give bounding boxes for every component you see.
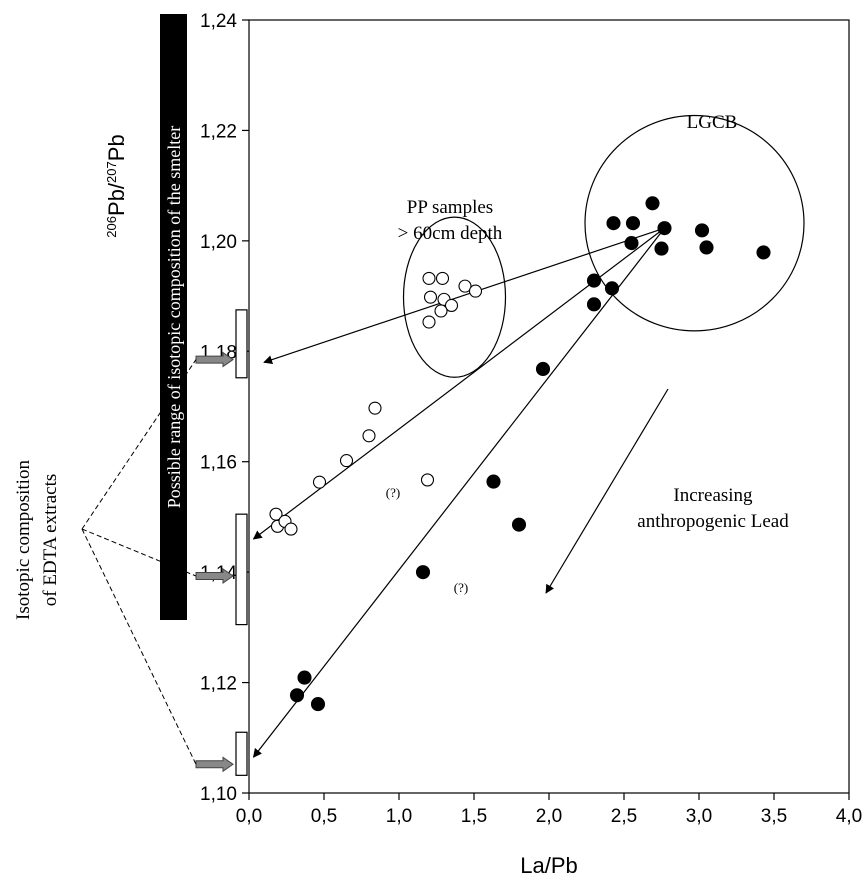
filled-point [486,474,501,489]
smelter-range-band [160,14,187,620]
filled-point [415,565,431,580]
filled-point [645,196,660,211]
edta-label-line1: Isotopic composition [13,460,34,620]
edta-connector [81,528,197,765]
edta-connectors [81,351,234,773]
y-tick-label: 1,20 [200,232,237,253]
x-tick-label: 0,5 [311,806,337,827]
open-point [423,290,438,304]
filled-point [756,245,771,260]
filled-point [535,361,551,377]
edta-arrow [195,568,234,584]
ellipse-lgcb [584,114,805,332]
edta-arrow [195,351,234,368]
open-point [420,473,435,487]
open-point [434,304,448,318]
filled-point [586,297,602,312]
annotation-trend-line2: anthropogenic Lead [637,511,789,532]
mixing-lines [252,227,665,758]
annotation-lgcb: LGCB [687,112,738,133]
filled-point [699,240,714,255]
trend-arrow [545,388,669,594]
range-boxes [235,309,248,776]
x-tick-label: 0,0 [236,806,262,827]
filled-point [624,236,639,251]
filled-point [606,216,621,231]
range-box [235,731,248,776]
y-tick-label: 1,10 [200,784,237,805]
filled-point [289,688,305,703]
filled-point [511,517,527,532]
filled-point [657,221,672,236]
open-point [339,454,354,468]
annotation-trend-line1: Increasing [673,485,753,506]
x-axis-label: La/Pb [520,853,578,878]
filled-point [604,281,620,296]
filled-point [625,216,641,231]
x-tick-label: 2,0 [536,806,562,827]
range-box [235,309,248,379]
y-axis-label-slash: / [104,182,129,189]
open-point [468,284,483,298]
y-tick-label: 1,24 [200,11,237,32]
edta-arrow [195,756,234,773]
x-tick-label: 3,5 [761,806,787,827]
mixing-line [252,227,665,758]
y-axis-label: 206Pb/207Pb [104,134,129,237]
y-tick-label: 1,12 [200,674,237,695]
y-axis-label-mass2: 207 [104,161,119,183]
y-axis-label-mass1: 206 [104,216,119,238]
filled-point [586,273,602,288]
axis-ticks: 0,00,51,01,52,02,53,03,54,01,101,121,141… [200,11,862,827]
y-axis-label-el2: Pb [104,134,129,161]
smelter-range-label: Possible range of isotopic composition o… [164,126,184,508]
annotation-question-2: (?) [454,580,468,595]
filled-point [310,697,326,712]
annotation-question-1: (?) [386,485,400,500]
filled-point [694,223,710,238]
filled-point [654,241,669,256]
edta-label-line2: of EDTA extracts [40,474,61,607]
annotation-pp-line2: > 60cm depth [398,223,503,244]
open-point [458,279,472,293]
data-points [269,196,771,712]
ellipses [402,114,805,378]
y-axis-label-el1: Pb [104,189,129,216]
annotation-pp-line1: PP samples [407,197,493,218]
x-tick-label: 1,0 [386,806,412,827]
open-point [444,298,459,313]
y-tick-label: 1,16 [200,453,237,474]
mixing-line [263,227,665,365]
ellipse-pp [402,216,507,378]
open-point [422,315,436,329]
edta-connector [81,528,197,577]
open-point [284,522,298,536]
open-point [362,429,376,443]
x-tick-label: 1,5 [461,806,487,827]
y-tick-label: 1,22 [200,121,237,142]
x-tick-label: 2,5 [611,806,637,827]
x-tick-label: 4,0 [836,806,862,827]
x-tick-label: 3,0 [686,806,712,827]
open-point [422,271,436,285]
filled-point [297,670,312,685]
open-point [435,271,450,285]
open-point [368,401,382,415]
open-point [312,475,327,489]
range-box [235,513,248,626]
